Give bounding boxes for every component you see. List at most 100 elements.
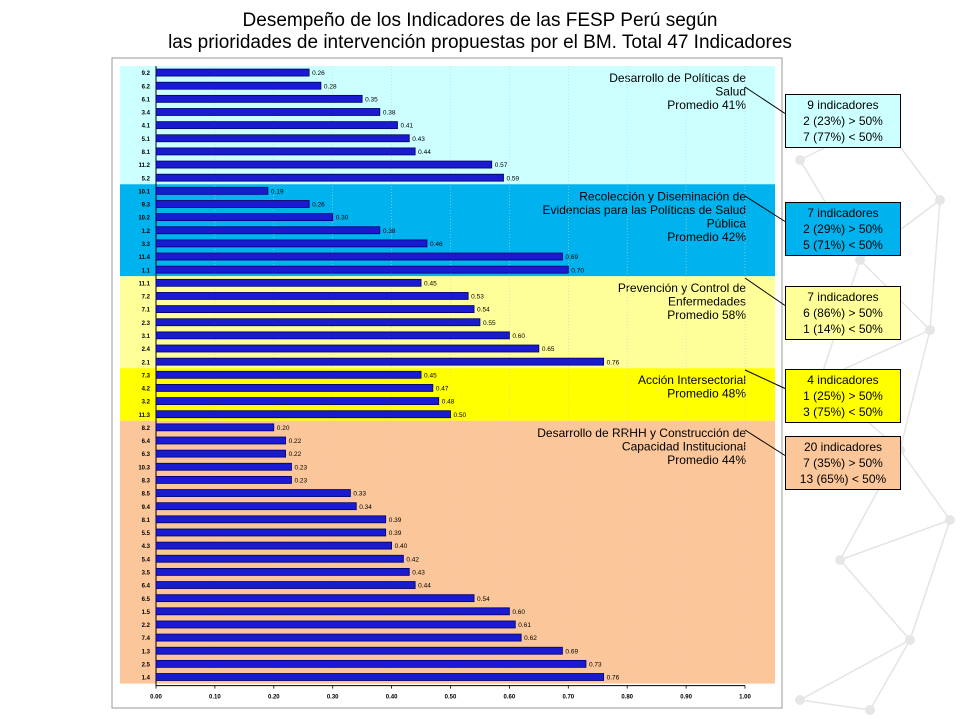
callout-share: 2 (23%) > 50% (803, 114, 883, 128)
value-label: 0.61 (518, 622, 531, 629)
value-label: 0.44 (418, 583, 431, 590)
callout-box-5: 20 indicadores 7 (35%) > 50% 13 (65%) < 50… (785, 436, 901, 490)
category-label: 6.1 (142, 97, 151, 103)
bar (155, 528, 387, 537)
value-label: 0.44 (418, 149, 431, 156)
bar (155, 594, 475, 603)
category-label: 5.1 (142, 137, 151, 143)
bar (155, 673, 605, 681)
callout-share: 1 (14%) < 50% (803, 322, 883, 336)
bar (155, 370, 422, 379)
group-average-label: Promedio 44% (667, 453, 746, 467)
callout-count: 9 indicadores (807, 98, 879, 112)
x-tick-label: 0.50 (445, 695, 457, 701)
bar (155, 278, 422, 287)
group-title-label: Salud (715, 85, 746, 99)
group-average-label: Promedio 48% (667, 387, 746, 401)
category-label: 2.5 (142, 662, 151, 668)
value-label: 0.22 (289, 451, 302, 458)
value-label: 0.69 (565, 648, 578, 655)
category-label: 11.1 (139, 281, 151, 287)
value-label: 0.59 (507, 175, 520, 182)
bar (155, 633, 522, 642)
value-label: 0.28 (324, 83, 337, 90)
network-node (795, 695, 805, 705)
x-tick-label: 1.00 (739, 695, 751, 701)
value-label: 0.19 (271, 188, 284, 195)
value-label: 0.22 (289, 438, 302, 445)
category-label: 4.1 (142, 124, 151, 130)
value-label: 0.38 (383, 228, 396, 235)
bar (155, 554, 404, 563)
category-label: 1.3 (142, 649, 151, 655)
group-title-label: Evidencias para las Políticas de Salud (543, 203, 746, 217)
category-label: 8.5 (142, 492, 151, 498)
bar (155, 94, 363, 103)
value-label: 0.69 (565, 254, 578, 261)
group-title-label: Capacidad Institucional (622, 439, 746, 453)
bar (155, 239, 428, 248)
bar (155, 200, 310, 208)
callout-share: 7 (77%) < 50% (803, 130, 883, 144)
bar (155, 502, 357, 511)
value-label: 0.39 (389, 517, 402, 524)
network-line (799, 699, 871, 711)
category-label: 7.3 (142, 373, 151, 379)
bar (155, 213, 334, 222)
category-label: 9.3 (142, 203, 151, 209)
value-label: 0.45 (424, 280, 437, 287)
category-label: 7.4 (142, 636, 151, 642)
category-label: 8.3 (142, 479, 151, 485)
category-label: 1.4 (142, 676, 151, 682)
value-label: 0.34 (359, 504, 372, 511)
callout-share: 1 (25%) > 50% (803, 389, 883, 403)
bar (155, 318, 481, 327)
bar (155, 541, 393, 550)
network-node (865, 705, 875, 715)
bar (155, 515, 387, 524)
category-label: 5.2 (142, 176, 151, 182)
group-title-label: Desarrollo de RRHH y Construcción de (537, 426, 746, 440)
value-label: 0.62 (524, 635, 537, 642)
bar (155, 121, 398, 130)
bar (155, 265, 569, 274)
value-label: 0.26 (312, 202, 325, 209)
network-node (945, 515, 955, 525)
value-label: 0.47 (436, 386, 449, 393)
category-label: 4.3 (142, 544, 151, 550)
category-label: 4.2 (142, 387, 151, 393)
network-line (799, 639, 911, 701)
callout-box-1: 9 indicadores 2 (23%) > 50% 7 (77%) < 50% (785, 94, 901, 148)
category-label: 2.4 (142, 347, 151, 353)
category-label: 9.2 (142, 71, 151, 77)
category-label: 6.4 (142, 439, 151, 445)
group-average-label: Promedio 42% (667, 230, 746, 244)
bar (155, 147, 416, 156)
network-node (905, 635, 915, 645)
category-label: 3.1 (142, 334, 151, 340)
network-line (899, 329, 931, 451)
value-label: 0.38 (383, 110, 396, 117)
callout-share: 3 (75%) < 50% (803, 405, 883, 419)
callout-count: 7 indicadores (807, 290, 879, 304)
bar (155, 410, 451, 419)
network-node (925, 325, 935, 335)
bar (155, 620, 516, 629)
callout-connector (744, 429, 786, 456)
callout-count: 4 indicadores (807, 373, 879, 387)
network-line (909, 519, 951, 641)
plot-frame (111, 57, 783, 709)
callout-connector (744, 195, 786, 222)
bar (155, 252, 563, 261)
value-label: 0.23 (294, 464, 307, 471)
category-label: 7.1 (142, 308, 151, 314)
value-label: 0.45 (424, 372, 437, 379)
bar (155, 423, 275, 432)
callout-share: 5 (71%) < 50% (803, 238, 883, 252)
bar (155, 226, 381, 235)
bar (155, 436, 286, 445)
group-average-label: Promedio 41% (667, 98, 746, 112)
value-label: 0.33 (353, 491, 366, 498)
